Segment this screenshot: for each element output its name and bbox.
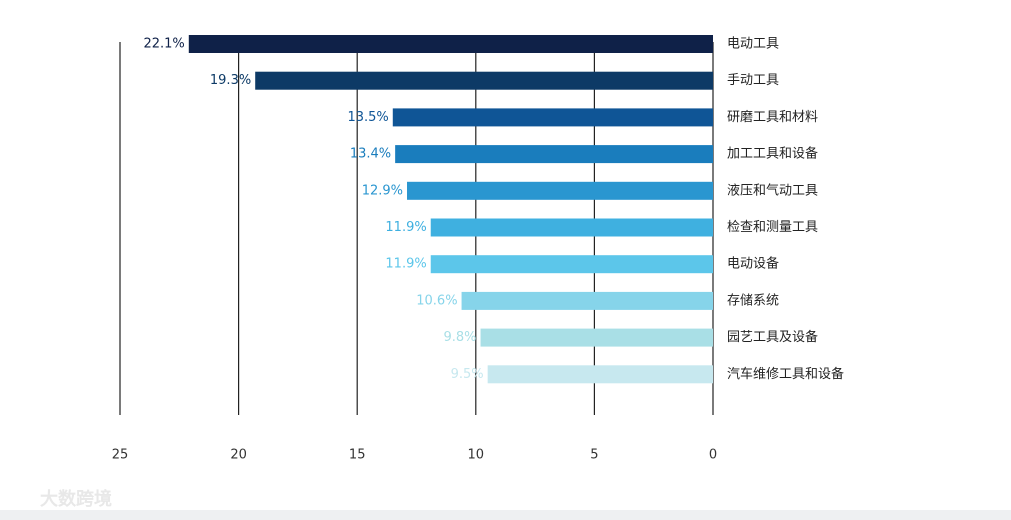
category-label: 汽车维修工具和设备 (727, 366, 844, 382)
bar (188, 35, 714, 53)
bar (430, 218, 713, 237)
x-tick-label: 15 (349, 448, 366, 463)
x-tick-label: 20 (230, 448, 247, 463)
category-label: 检查和测量工具 (727, 220, 818, 235)
bar (407, 181, 713, 200)
category-label: 园艺工具及设备 (727, 329, 818, 345)
value-label: 10.6% (416, 293, 457, 308)
category-label: 电动设备 (727, 256, 779, 272)
value-label: 19.3% (210, 73, 251, 88)
value-label: 13.5% (347, 110, 388, 125)
x-tick-label: 5 (590, 448, 598, 463)
value-label: 11.9% (385, 257, 426, 272)
bar (461, 291, 713, 310)
value-label: 11.9% (385, 220, 426, 235)
bottom-strip (0, 510, 1011, 520)
category-label: 手动工具 (727, 73, 779, 88)
x-tick-label: 0 (709, 448, 717, 463)
value-label: 12.9% (362, 183, 403, 198)
bar (255, 71, 714, 90)
bar (430, 255, 713, 274)
watermark: 大数跨境 (40, 488, 112, 510)
value-label: 9.5% (451, 367, 484, 382)
value-label: 13.4% (350, 147, 391, 162)
value-label: 9.8% (444, 330, 477, 345)
x-tick-label: 25 (112, 448, 129, 463)
bar (392, 108, 713, 127)
category-label: 液压和气动工具 (727, 182, 818, 198)
x-tick-label: 10 (468, 448, 485, 463)
bar (480, 328, 713, 347)
bar (395, 145, 713, 164)
category-label: 存储系统 (727, 293, 779, 308)
value-label: 22.1% (143, 37, 184, 52)
category-label: 电动工具 (727, 37, 779, 52)
category-label: 研磨工具和材料 (727, 110, 818, 125)
bar (487, 365, 713, 384)
category-label: 加工工具和设备 (727, 146, 818, 162)
